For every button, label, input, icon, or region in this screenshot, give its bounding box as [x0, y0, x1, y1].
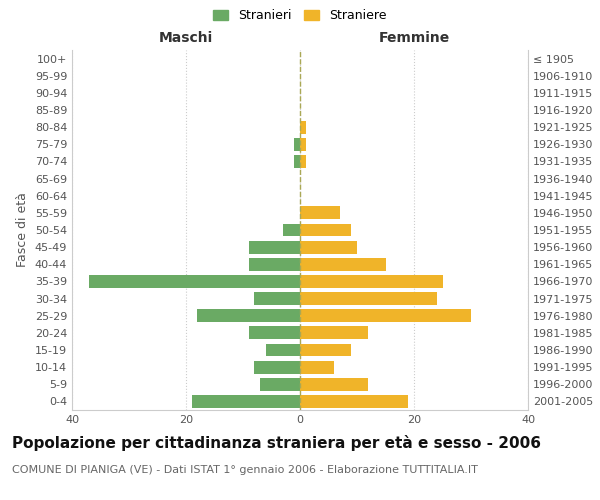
Bar — [300, 326, 368, 340]
Text: COMUNE DI PIANIGA (VE) - Dati ISTAT 1° gennaio 2006 - Elaborazione TUTTITALIA.IT: COMUNE DI PIANIGA (VE) - Dati ISTAT 1° g… — [12, 465, 478, 475]
Bar — [300, 378, 368, 390]
Bar — [249, 240, 300, 254]
Bar — [300, 155, 306, 168]
Bar — [295, 138, 300, 150]
Y-axis label: Fasce di età: Fasce di età — [16, 192, 29, 268]
Bar — [300, 310, 471, 322]
Bar — [249, 326, 300, 340]
Bar — [300, 395, 409, 408]
Legend: Stranieri, Straniere: Stranieri, Straniere — [213, 10, 387, 22]
Text: Popolazione per cittadinanza straniera per età e sesso - 2006: Popolazione per cittadinanza straniera p… — [12, 435, 541, 451]
Bar — [260, 378, 300, 390]
Bar — [300, 206, 340, 220]
Bar — [295, 155, 300, 168]
Bar — [300, 344, 352, 356]
Bar — [249, 258, 300, 270]
Bar — [300, 240, 357, 254]
Bar — [254, 360, 300, 374]
Bar — [283, 224, 300, 236]
Bar — [300, 138, 306, 150]
Bar — [89, 275, 300, 288]
Bar — [197, 310, 300, 322]
Text: Maschi: Maschi — [159, 31, 213, 45]
Bar — [300, 258, 386, 270]
Bar — [192, 395, 300, 408]
Bar — [266, 344, 300, 356]
Text: Femmine: Femmine — [379, 31, 449, 45]
Bar — [300, 292, 437, 305]
Bar — [300, 224, 352, 236]
Bar — [300, 360, 334, 374]
Bar — [300, 120, 306, 134]
Bar — [254, 292, 300, 305]
Bar — [300, 275, 443, 288]
